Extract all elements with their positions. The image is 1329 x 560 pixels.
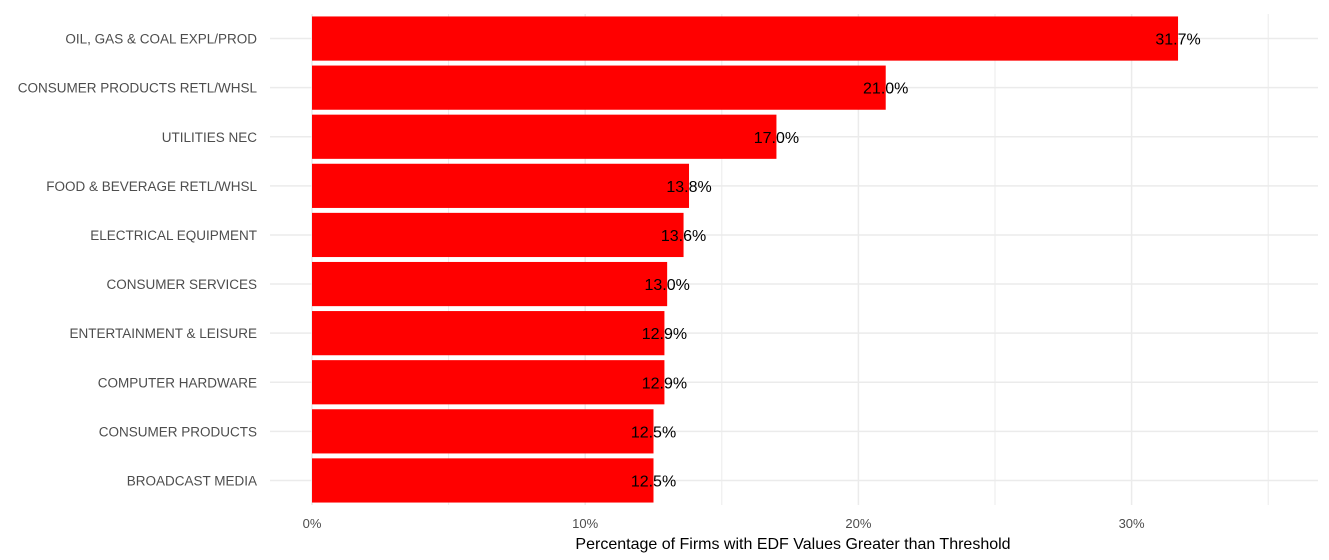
bar bbox=[312, 409, 654, 454]
data-labels: 31.7% 21.0% 17.0% 13.8% 13.6% 13.0% 12.9% 12.9%… bbox=[631, 32, 1201, 491]
data-label: 31.7% bbox=[1155, 32, 1200, 49]
x-tick-label: 10% bbox=[572, 516, 598, 531]
data-label: 13.0% bbox=[644, 277, 689, 294]
bar bbox=[312, 261, 668, 307]
y-category-label: COMPUTER HARDWARE bbox=[98, 375, 257, 390]
bar bbox=[312, 114, 777, 159]
bars bbox=[312, 16, 1179, 503]
y-axis-category-labels: OIL, GAS & COAL EXPL/PROD CONSUMER PRODUC… bbox=[18, 32, 258, 489]
y-category-label: CONSUMER PRODUCTS RETL/WHSL bbox=[18, 81, 258, 96]
x-tick-label: 20% bbox=[845, 516, 871, 531]
x-tick-label: 30% bbox=[1119, 516, 1145, 531]
y-category-label: UTILITIES NEC bbox=[162, 130, 258, 145]
bar bbox=[312, 360, 665, 405]
bar bbox=[312, 212, 684, 258]
bar bbox=[312, 16, 1179, 61]
y-category-label: BROADCAST MEDIA bbox=[127, 473, 257, 488]
bar bbox=[312, 311, 665, 356]
data-label: 12.9% bbox=[642, 375, 687, 392]
x-axis-tick-labels: 0% 10% 20% 30% bbox=[303, 516, 1145, 531]
data-label: 12.5% bbox=[631, 424, 676, 441]
bar bbox=[312, 458, 654, 503]
y-category-label: ENTERTAINMENT & LEISURE bbox=[69, 326, 257, 341]
y-category-label: OIL, GAS & COAL EXPL/PROD bbox=[65, 32, 257, 47]
data-label: 13.6% bbox=[661, 228, 706, 245]
data-label: 12.5% bbox=[631, 473, 676, 490]
x-tick-label: 0% bbox=[303, 516, 322, 531]
x-axis-title: Percentage of Firms with EDF Values Grea… bbox=[575, 536, 1010, 553]
bar bbox=[312, 163, 690, 208]
data-label: 17.0% bbox=[754, 130, 799, 147]
bar bbox=[312, 65, 886, 110]
y-category-label: ELECTRICAL EQUIPMENT bbox=[90, 228, 257, 243]
y-category-label: CONSUMER PRODUCTS bbox=[99, 424, 257, 439]
y-category-label: FOOD & BEVERAGE RETL/WHSL bbox=[46, 179, 257, 194]
data-label: 13.8% bbox=[666, 179, 711, 196]
data-label: 12.9% bbox=[642, 326, 687, 343]
data-label: 21.0% bbox=[863, 81, 908, 98]
y-category-label: CONSUMER SERVICES bbox=[106, 277, 257, 292]
